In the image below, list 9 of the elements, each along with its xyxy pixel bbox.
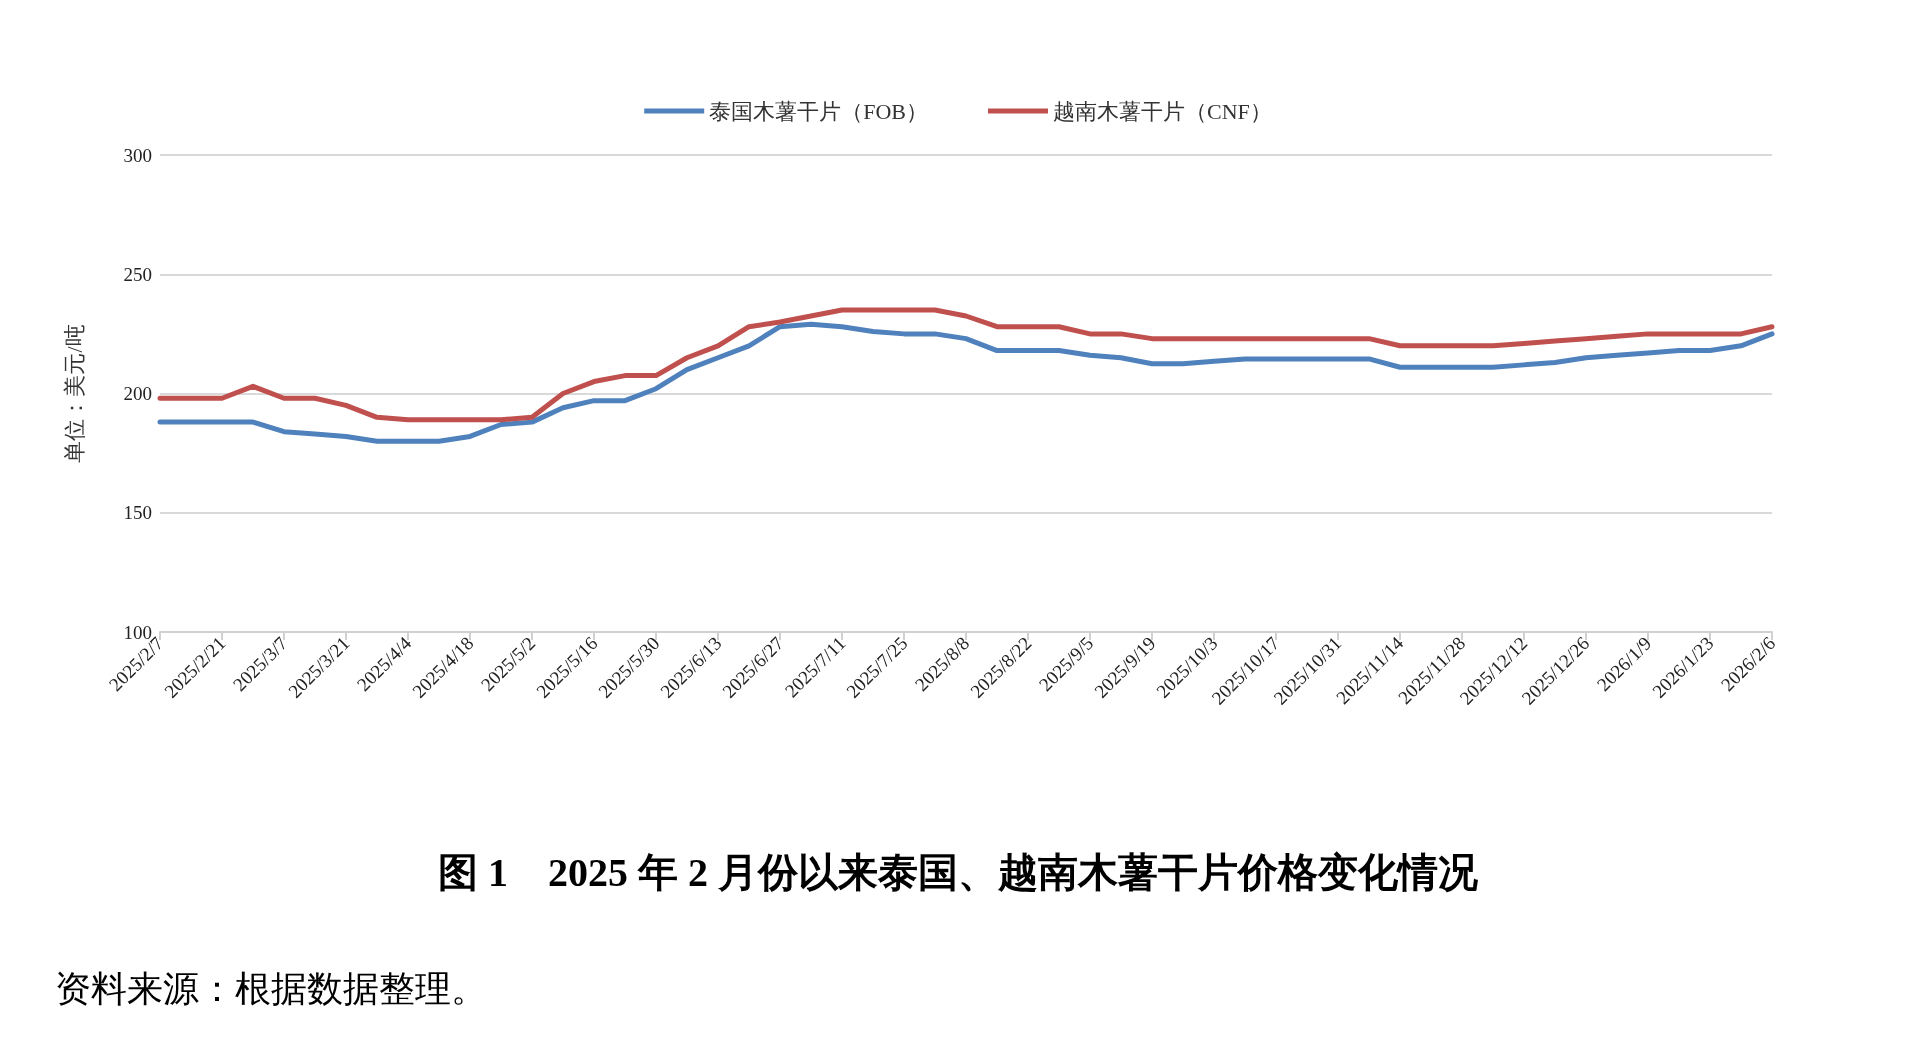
text: 资料来源：根据数据整理。 — [55, 968, 487, 1011]
y-tick-label: 150 — [123, 502, 152, 524]
y-tick-label: 200 — [123, 383, 152, 404]
legend-label: 越南木薯干片（CNF） — [1053, 98, 1272, 124]
y-axis-title: 单位：美元/吨 — [61, 324, 87, 463]
legend-label: 泰国木薯干片（FOB） — [709, 98, 928, 124]
text: 图 1 2025 年 2 月份以来泰国、越南木薯干片价格变化情况 — [437, 849, 1479, 897]
y-tick-label: 250 — [123, 263, 152, 285]
y-tick-label: 300 — [123, 144, 152, 166]
